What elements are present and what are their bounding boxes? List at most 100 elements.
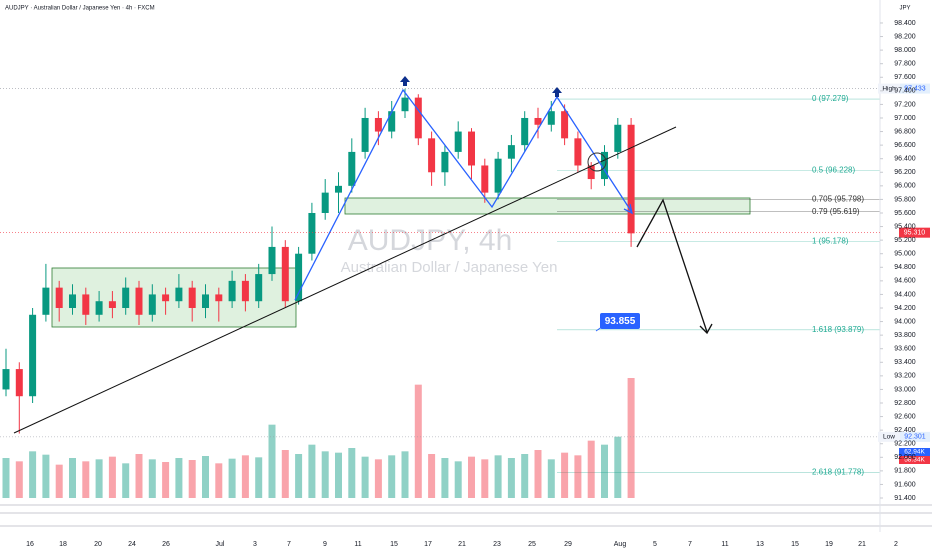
volume-bar — [481, 459, 489, 498]
marker-name: High — [882, 85, 896, 92]
break-circle — [587, 152, 607, 172]
currency: JPY — [899, 6, 910, 12]
y-tick-label: 98.000 — [894, 47, 916, 54]
candle-body — [82, 294, 90, 315]
candle-body — [494, 158, 502, 193]
y-tick-label: 95.200 — [894, 237, 916, 244]
volume-bar — [374, 459, 382, 498]
x-tick-label: 11 — [354, 541, 361, 548]
supply-zone — [344, 197, 751, 215]
volume-bar — [587, 440, 595, 498]
y-tick-label: 96.800 — [894, 128, 916, 135]
pattern-arrow — [623, 203, 633, 215]
peak-arrow — [400, 76, 410, 86]
volume-bar — [468, 456, 475, 498]
y-tick-label: 95.800 — [894, 196, 916, 203]
candle-body — [348, 151, 356, 186]
volume-bar — [202, 456, 209, 498]
candle-body — [215, 294, 223, 302]
fib-label: 1.618 (93.879) — [812, 325, 864, 334]
candle-body — [574, 138, 582, 166]
candle-body — [428, 138, 436, 173]
x-tick-label: 21 — [458, 541, 466, 548]
volume-ma-box — [899, 456, 930, 464]
volume-bar — [348, 448, 356, 498]
candle-body — [295, 253, 303, 302]
volume-bar — [454, 461, 462, 498]
volume-bar — [268, 424, 276, 498]
candle-body — [401, 97, 409, 112]
y-tick-label: 93.600 — [894, 346, 916, 353]
x-tick-label: 24 — [128, 541, 136, 548]
x-tick-label: Aug — [614, 541, 627, 548]
volume-bar — [188, 460, 196, 498]
volume-bar — [2, 458, 10, 498]
y-tick-label: 97.200 — [894, 101, 916, 108]
x-tick-label: 26 — [162, 541, 170, 548]
volume-bar — [627, 378, 635, 498]
candle-body — [481, 165, 489, 193]
y-tick-label: 93.000 — [894, 386, 916, 393]
volume-bar — [428, 454, 436, 498]
volume-bar — [255, 457, 263, 498]
volume-bar — [308, 444, 316, 498]
volume-bar — [175, 458, 183, 498]
candle-body — [561, 111, 569, 139]
volume-bar — [135, 454, 143, 498]
volume-bar — [295, 454, 303, 498]
volume-bar — [494, 455, 502, 498]
volume-bar — [601, 444, 608, 498]
volume-layer — [2, 378, 635, 498]
marker-value: 97.433 — [904, 85, 926, 92]
axis-layer: 98.400 98.200 98.000 97.800 97.600 97.400 97.2… — [26, 20, 916, 548]
volume-bar — [521, 454, 529, 498]
volume-bar — [281, 450, 289, 498]
marker-value: 92.301 — [904, 434, 926, 441]
candle-body — [468, 131, 475, 166]
candle-body — [29, 314, 37, 397]
x-tick-label: 20 — [94, 541, 102, 548]
candle-body — [241, 280, 249, 302]
x-tick-label: 21 — [858, 541, 866, 548]
last-price-label: 95.310 — [904, 230, 926, 237]
x-tick-label: 7 — [688, 541, 692, 548]
fib-label: 0.705 (95.798) — [812, 195, 864, 204]
x-tick-label: 19 — [825, 541, 833, 548]
candle-body — [601, 151, 608, 180]
projection-line — [636, 198, 708, 333]
y-tick-label: 95.600 — [894, 210, 916, 217]
candle-body — [15, 369, 23, 397]
volume-bar — [574, 455, 582, 498]
volume-bar — [69, 458, 76, 498]
volume-ma-box — [899, 448, 930, 456]
volume-bar — [29, 451, 37, 498]
y-tick-label: 92.200 — [894, 441, 916, 448]
candle-body — [374, 117, 382, 132]
y-tick-label: 96.600 — [894, 142, 916, 149]
candle-layer — [2, 88, 635, 434]
x-tick-label: 23 — [493, 541, 501, 548]
x-tick-label: Jul — [216, 541, 225, 548]
candle-body — [95, 301, 103, 315]
volume-bar — [42, 454, 50, 498]
candle-body — [108, 301, 116, 308]
volume-ma-label: 62.94K — [904, 449, 925, 456]
fib-label: 0 (97.279) — [812, 94, 849, 103]
y-tick-label: 96.000 — [894, 183, 916, 190]
volume-bar — [321, 451, 329, 498]
target-label: 93.855 — [605, 316, 636, 327]
x-tick-label: 3 — [253, 541, 257, 548]
candle-body — [361, 117, 369, 152]
y-tick-label: 98.400 — [894, 20, 916, 27]
candle-body — [55, 287, 63, 308]
y-tick-label: 94.400 — [894, 291, 916, 298]
y-tick-label: 92.400 — [894, 427, 916, 434]
y-tick-label: 96.200 — [894, 169, 916, 176]
volume-bar — [401, 451, 409, 498]
x-tick-label: 15 — [390, 541, 398, 548]
fib-label: 1 (95.178) — [812, 237, 849, 246]
candle-body — [281, 246, 289, 302]
x-tick-label: 29 — [564, 541, 572, 548]
x-tick-label: 11 — [721, 541, 728, 548]
